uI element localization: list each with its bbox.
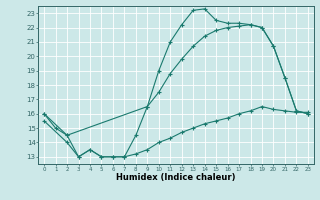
X-axis label: Humidex (Indice chaleur): Humidex (Indice chaleur) — [116, 173, 236, 182]
